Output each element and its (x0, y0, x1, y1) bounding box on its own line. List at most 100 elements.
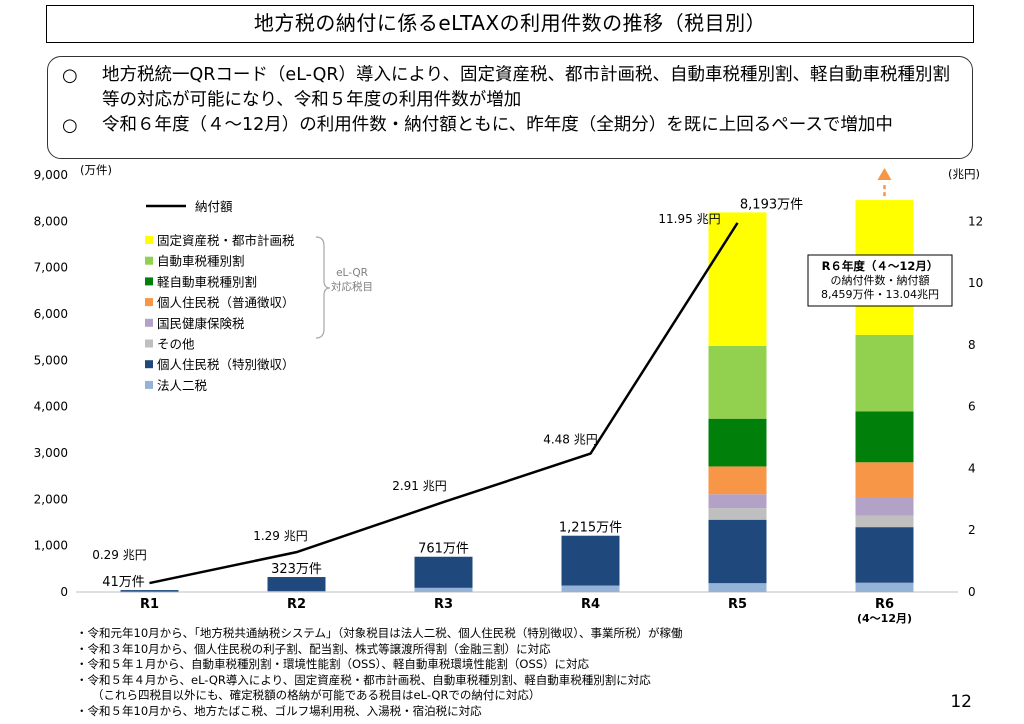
bar-segment (120, 590, 179, 592)
bar-segment (855, 497, 914, 516)
bar-segment (414, 587, 473, 592)
y-right-tick-label: 12 (968, 214, 983, 228)
x-tick-label: R4 (581, 597, 600, 612)
legend-swatch (145, 256, 153, 265)
bar-segment (855, 411, 914, 463)
bar-segment (855, 334, 914, 412)
summary-box: ○ 地方税統一QRコード（eL-QR）導入により、固定資産税、都市計画税、自動車… (47, 56, 973, 159)
bar-segment (855, 462, 914, 498)
legend-swatch (145, 298, 153, 307)
y-left-tick-label: 9,000 (34, 168, 68, 182)
y-right-tick-label: 6 (968, 400, 976, 414)
footnote-sub: （これら四税目以外にも、確定税額の格納が可能である税目はeL-QRでの納付に対応… (92, 688, 541, 702)
line-data-label: 11.95 兆円 (658, 212, 720, 226)
circle-bullet-icon: ○ (62, 115, 78, 136)
x-tick-label: R2 (287, 597, 306, 612)
legend-label: 個人住民税（普通徴収） (157, 295, 295, 310)
total-label: 1,215万件 (559, 521, 622, 536)
bracket-label: 対応税目 (331, 280, 373, 293)
total-label: 323万件 (271, 562, 322, 577)
line-data-label: 2.91 兆円 (392, 479, 447, 493)
y-left-tick-label: 4,000 (34, 400, 68, 414)
page-number: 12 (950, 692, 972, 712)
line-data-label: 4.48 兆円 (543, 433, 598, 447)
line-series (149, 222, 739, 585)
bar-segment (708, 519, 767, 584)
bar-segment (708, 212, 767, 346)
footnote: ・令和５年10月から、地方たばこ税、ゴルフ場利用税、入湯税・宿泊税に対応 (76, 703, 482, 718)
callout-box (807, 254, 953, 307)
legend-swatch (145, 380, 153, 389)
y-left-tick-label: 1,000 (34, 539, 68, 553)
x-tick-sublabel: (4～12月) (857, 612, 912, 625)
y-left-tick-label: 5,000 (34, 353, 68, 367)
total-label: 8,193万件 (740, 197, 803, 212)
bar-segment (855, 515, 914, 528)
y-right-tick-label: 2 (968, 523, 976, 537)
bar-segment (708, 508, 767, 520)
legend-swatch (145, 318, 153, 327)
bar-segment (855, 582, 914, 592)
callout-line: の納付件数・納付額 (831, 274, 930, 287)
legend-line-label: 納付額 (195, 199, 233, 214)
callout-title: R６年度（４～12月） (822, 259, 939, 273)
page-title: 地方税の納付に係るeLTAXの利用件数の推移（税目別） (46, 5, 974, 43)
bar-segment (708, 345, 767, 419)
callout-line: 8,459万件・13.04兆円 (821, 288, 939, 301)
total-label: 761万件 (418, 542, 469, 557)
legend-bracket (315, 236, 331, 339)
y-left-tick-label: 6,000 (34, 307, 68, 321)
summary-text: 令和６年度（４～12月）の利用件数・納付額ともに、昨年度（全期分）を既に上回るペ… (102, 115, 893, 135)
legend-label: 固定資産税・都市計画税 (157, 233, 295, 248)
bar-segment (267, 590, 326, 592)
bracket-label: eL-QR (336, 267, 368, 279)
bar-segment (855, 527, 914, 583)
y-right-unit: (兆円) (948, 167, 980, 181)
x-tick-label: R5 (728, 597, 747, 612)
y-left-tick-label: 0 (60, 585, 68, 599)
bar-segment (708, 418, 767, 467)
bar-segment (708, 466, 767, 495)
y-right-tick-label: 0 (968, 585, 976, 599)
up-arrow-icon (877, 168, 892, 180)
x-tick-label: R1 (140, 597, 159, 612)
total-label: 41万件 (102, 575, 145, 590)
bar-segment (708, 494, 767, 509)
y-left-tick-label: 8,000 (34, 214, 68, 228)
bar-segment (120, 591, 179, 593)
x-tick-label: R3 (434, 597, 453, 612)
legend-label: 軽自動車税種別割 (157, 274, 257, 289)
y-left-tick-label: 7,000 (34, 261, 68, 275)
legend-label: その他 (157, 337, 195, 352)
bar-segment (267, 577, 326, 591)
line-data-label: 0.29 兆円 (92, 548, 147, 562)
legend-swatch (145, 277, 153, 286)
x-tick-label: R6 (875, 597, 894, 612)
line-data-label: 1.29 兆円 (253, 529, 308, 543)
y-left-tick-label: 3,000 (34, 446, 68, 460)
legend-swatch (145, 339, 153, 348)
footnote: ・令和５年４月から、eL-QR導入により、固定資産税・都市計画税、自動車税種別割… (76, 672, 651, 687)
legend-label: 法人二税 (157, 378, 208, 393)
y-left-tick-label: 2,000 (34, 492, 68, 506)
circle-bullet-icon: ○ (62, 65, 78, 86)
legend-swatch (145, 236, 153, 244)
summary-item: ○ 令和６年度（４～12月）の利用件数・納付額ともに、昨年度（全期分）を既に上回… (62, 113, 960, 138)
footnote: ・令和元年10月から、「地方税共通納税システム」（対象税目は法人二税、個人住民税… (76, 626, 683, 640)
footnote: ・令和５年１月から、自動車税種別割・環境性能割（OSS）、軽自動車税環境性能割（… (76, 657, 590, 671)
footnotes: ・令和元年10月から、「地方税共通納税システム」（対象税目は法人二税、個人住民税… (76, 626, 683, 719)
summary-text: 地方税統一QRコード（eL-QR）導入により、固定資産税、都市計画税、自動車税種… (102, 65, 950, 110)
y-right-tick-label: 8 (968, 338, 976, 352)
y-left-unit: (万件) (80, 163, 112, 177)
footnote: ・令和３年10月から、個人住民税の利子割、配当割、株式等譲渡所得割（金融三割）に… (76, 641, 551, 656)
y-right-tick-label: 10 (968, 276, 983, 290)
legend-swatch (145, 360, 153, 369)
bar-segment (708, 583, 767, 592)
bar-segment (561, 585, 620, 592)
legend-label: 自動車税種別割 (157, 254, 245, 269)
summary-item: ○ 地方税統一QRコード（eL-QR）導入により、固定資産税、都市計画税、自動車… (62, 63, 960, 113)
legend-label: 国民健康保険税 (157, 316, 245, 331)
stacked-bar-line-chart: 0 1,000 2,000 3,000 4,000 5,000 6,000 7,000 8,00… (34, 163, 984, 625)
bar-segment (414, 556, 473, 588)
y-right-tick-label: 4 (968, 461, 976, 475)
